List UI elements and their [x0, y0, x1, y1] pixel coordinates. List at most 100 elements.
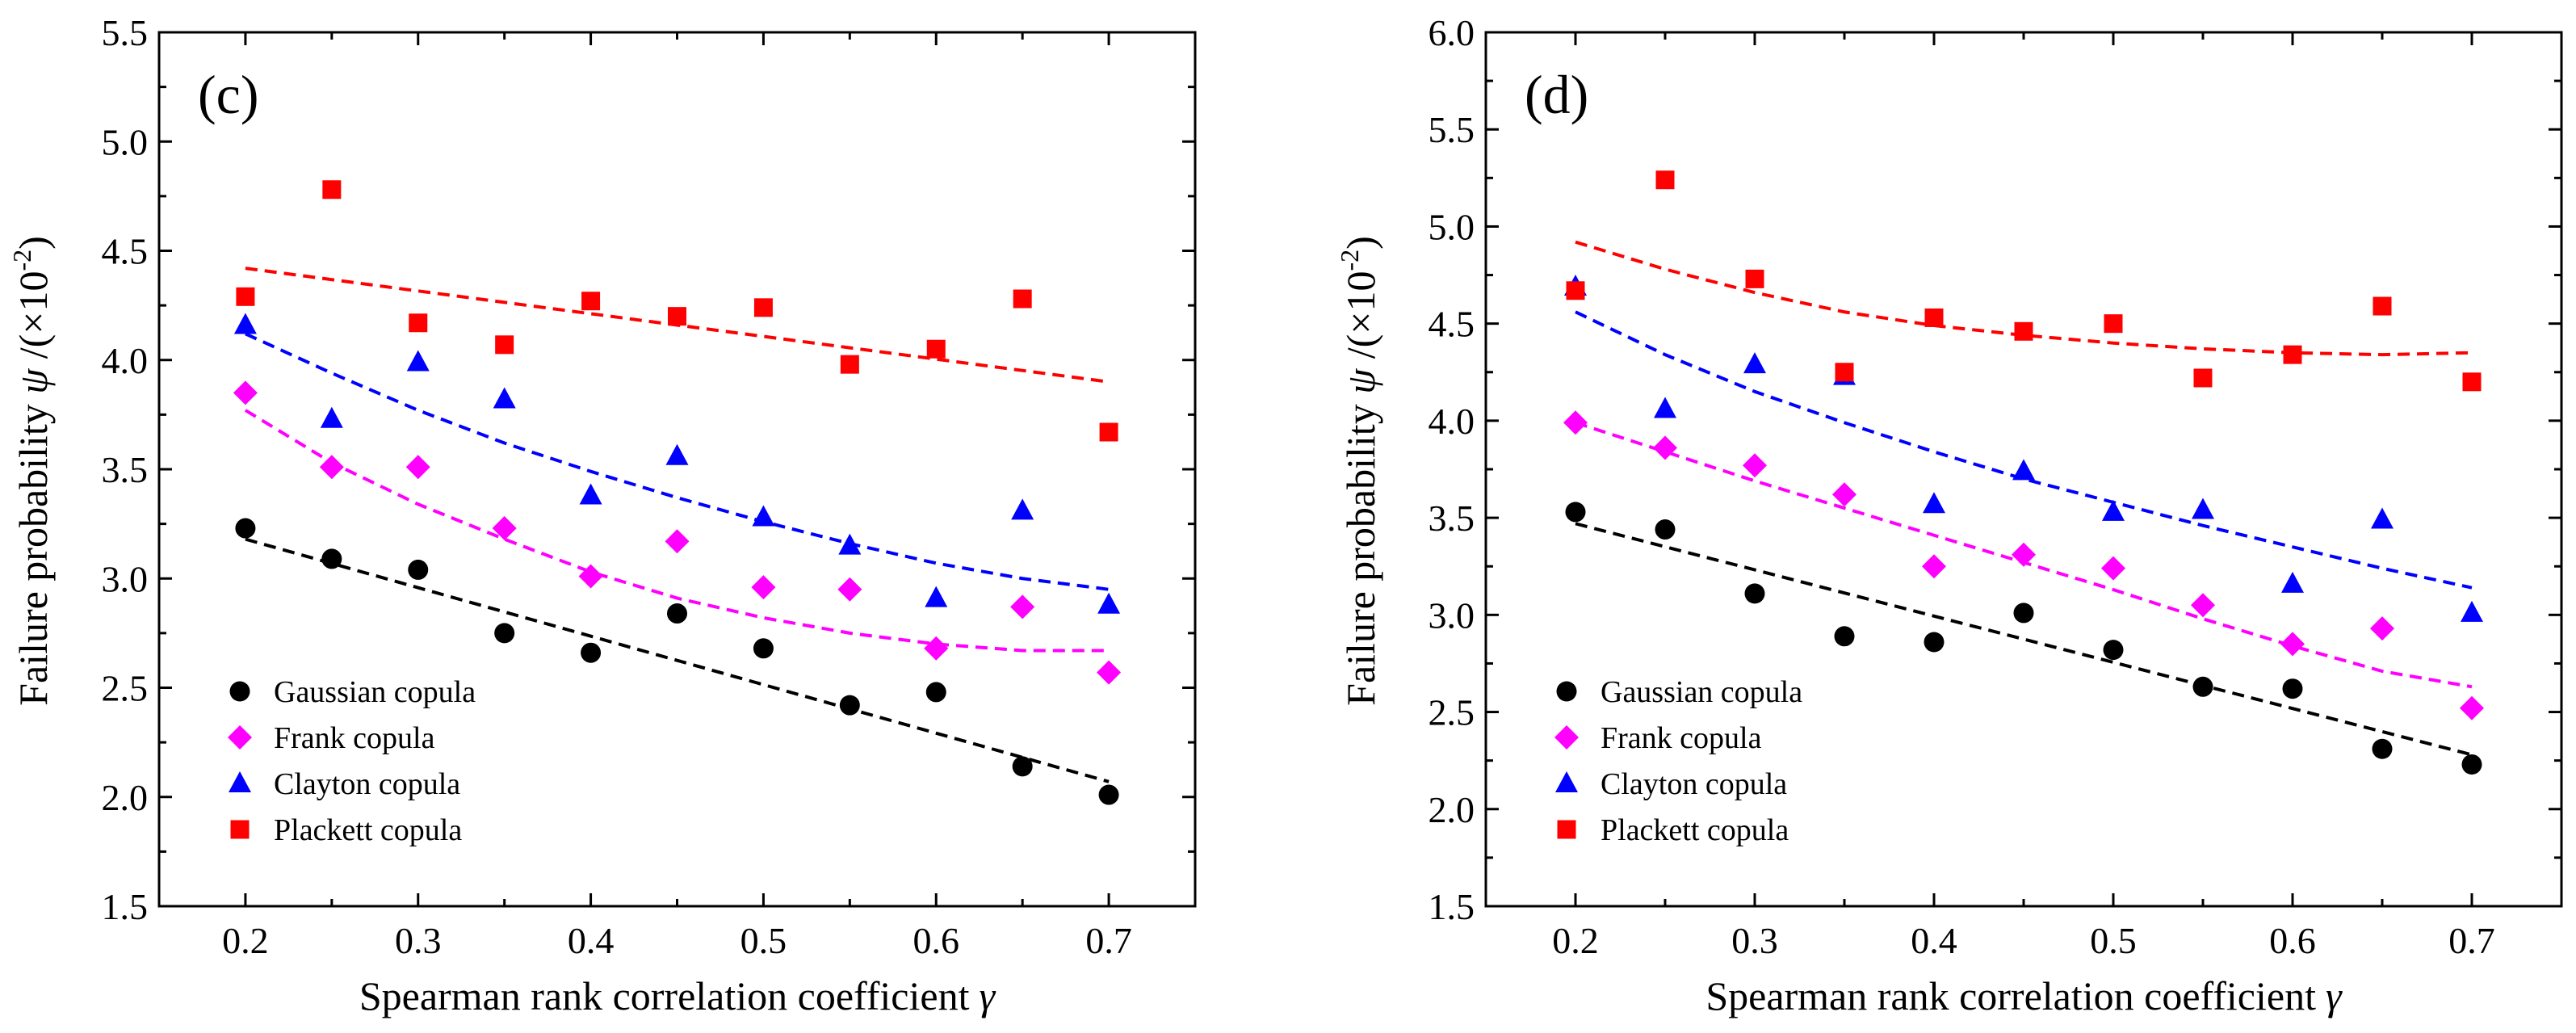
data-point-diamond — [2191, 593, 2215, 618]
legend-label: Clayton copula — [274, 767, 460, 801]
fit-line-triangle — [1575, 310, 2473, 590]
y-axis-unit: /(×10 — [1338, 271, 1383, 368]
panel-c: 0.2 0.3 0.4 0.5 0.6 0.7 1.5 2.0 2.5 3.0 3.5 4.0 4.5 5… — [7, 12, 1197, 1018]
data-point-triangle — [406, 350, 430, 372]
data-point-circle — [2013, 603, 2034, 624]
legend-label: Gaussian copula — [1601, 675, 1802, 709]
data-point-square — [236, 287, 255, 306]
data-point-square — [1566, 281, 1585, 300]
data-point-triangle — [320, 406, 343, 428]
legend-marker-square — [230, 820, 250, 839]
data-point-square — [753, 298, 773, 317]
data-point-circle — [1098, 784, 1119, 805]
x-tick-label: 0.6 — [2269, 920, 2316, 961]
legend-label: Plackett copula — [1601, 813, 1789, 847]
data-point-triangle — [1923, 492, 1945, 514]
x-tick-label: 0.7 — [2448, 920, 2495, 961]
y-axis-symbol: ψ — [1338, 368, 1383, 394]
data-point-diamond — [924, 636, 949, 661]
data-point-square — [926, 339, 946, 359]
legend-marker-triangle — [229, 771, 251, 792]
data-point-diamond — [1010, 594, 1035, 619]
data-point-square — [2373, 296, 2392, 316]
x-tick-label: 0.5 — [740, 920, 787, 961]
x-tick-label: 0.3 — [395, 920, 442, 961]
data-point-diamond — [2370, 616, 2394, 641]
data-point-diamond — [2460, 695, 2484, 720]
data-point-square — [1099, 422, 1118, 442]
data-point-triangle — [1011, 498, 1034, 520]
y-tick-label: 4.5 — [102, 231, 149, 272]
data-point-circle — [1834, 626, 1855, 647]
x-tick-label: 0.6 — [913, 920, 960, 961]
y-tick-label: 4.0 — [1429, 401, 1475, 442]
y-axis-title-text: Failure probability — [10, 394, 56, 706]
legend-marker-circle — [229, 681, 250, 702]
legend-label: Gaussian copula — [274, 675, 476, 709]
panel-d: 0.2 0.3 0.4 0.5 0.6 0.7 1.5 2.0 2.5 3.0 3.5 4.0 4.5 5… — [1335, 12, 2563, 1018]
data-point-diamond — [1743, 453, 1767, 478]
data-point-diamond — [1832, 482, 1856, 507]
data-point-diamond — [319, 455, 344, 480]
y-axis-title: Failure probability ψ /(×10-2) — [1335, 236, 1383, 706]
y-tick-label: 6.0 — [1429, 12, 1475, 53]
data-point-diamond — [233, 380, 258, 405]
legend-label: Clayton copula — [1601, 767, 1787, 801]
data-point-square — [1655, 170, 1675, 190]
data-point-circle — [2372, 738, 2393, 759]
x-axis-title-text: Spearman rank correlation coefficient — [359, 973, 970, 1018]
x-tick-label: 0.2 — [1552, 920, 1599, 961]
data-point-circle — [321, 548, 342, 569]
data-point-triangle — [925, 586, 948, 607]
y-tick-label: 2.5 — [1429, 692, 1475, 733]
x-axis-symbol: γ — [979, 973, 996, 1018]
legend-label: Frank copula — [1601, 721, 1762, 755]
data-point-triangle — [1654, 397, 1676, 418]
data-point-square — [1745, 269, 1764, 288]
data-point-circle — [753, 638, 774, 659]
y-tick-label: 4.5 — [1429, 304, 1475, 345]
legend-marker-square — [1557, 820, 1576, 839]
y-tick-label: 5.5 — [1429, 109, 1475, 150]
legend-marker-circle — [1556, 681, 1577, 702]
data-point-triangle — [2192, 498, 2214, 519]
data-point-diamond — [2012, 542, 2036, 567]
data-point-square — [2283, 345, 2302, 364]
data-point-circle — [2103, 640, 2124, 661]
panel-label: (c) — [198, 64, 258, 125]
data-point-triangle — [838, 533, 862, 555]
fit-line-triangle — [245, 332, 1110, 591]
data-point-circle — [1744, 583, 1765, 604]
x-tick-label: 0.7 — [1085, 920, 1132, 961]
y-tick-label: 5.0 — [102, 121, 149, 162]
data-point-triangle — [579, 483, 602, 505]
legend-label: Frank copula — [274, 721, 435, 755]
data-point-square — [668, 307, 686, 326]
data-point-diamond — [1097, 660, 1122, 685]
legend-marker-diamond — [1554, 725, 1579, 750]
data-point-triangle — [1743, 352, 1766, 374]
y-tick-label: 3.0 — [1429, 594, 1475, 636]
x-axis-symbol: γ — [2326, 973, 2343, 1018]
y-tick-label: 3.5 — [1429, 498, 1475, 539]
x-tick-label: 0.4 — [1911, 920, 1957, 961]
data-point-triangle — [665, 443, 689, 465]
data-point-triangle — [493, 387, 516, 409]
y-axis-title: Failure probability ψ /(×10-2) — [7, 236, 56, 706]
data-point-square — [495, 335, 514, 355]
data-point-triangle — [2461, 600, 2483, 622]
data-point-circle — [581, 642, 602, 663]
data-point-triangle — [233, 313, 257, 334]
y-axis-unit: /(×10 — [10, 271, 56, 368]
y-axis-exponent: -2 — [7, 250, 36, 271]
data-point-triangle — [752, 505, 775, 527]
data-point-circle — [408, 559, 429, 580]
data-point-square — [1924, 308, 1944, 327]
data-point-diamond — [2101, 556, 2125, 581]
x-axis-title: Spearman rank correlation coefficient γ — [359, 973, 996, 1018]
y-tick-label: 2.0 — [102, 777, 149, 818]
data-point-diamond — [492, 516, 517, 541]
data-point-triangle — [2371, 507, 2393, 529]
panel-label: (d) — [1525, 64, 1588, 125]
legend-marker-triangle — [1555, 771, 1578, 792]
